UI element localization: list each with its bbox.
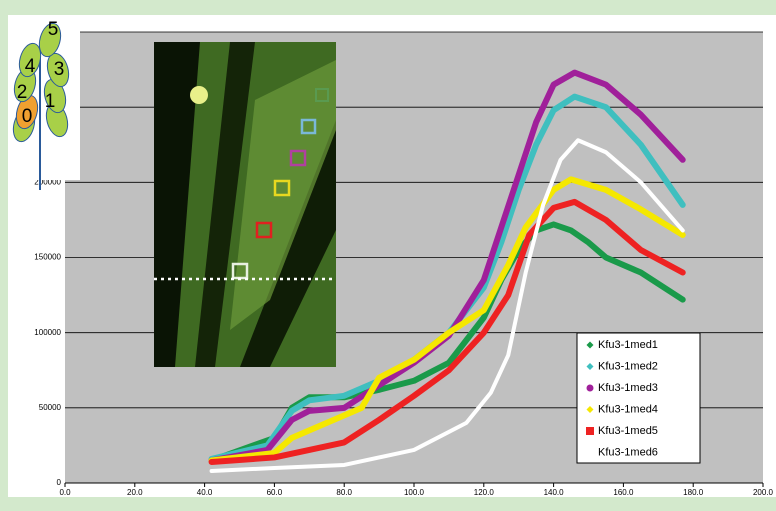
leaf-label: 5 — [48, 19, 59, 40]
roi — [300, 118, 317, 135]
series-line — [208, 176, 686, 464]
legend-label: Kfu3-1med1 — [598, 339, 658, 351]
y-tick-label: 50000 — [39, 403, 62, 412]
legend-marker — [586, 427, 594, 435]
legend-label: Kfu3-1med4 — [598, 403, 658, 415]
legend-marker — [586, 341, 594, 349]
micrograph — [154, 42, 336, 367]
photo-dark — [154, 42, 200, 367]
roi — [273, 179, 291, 197]
x-tick-label: 0.0 — [59, 488, 71, 497]
leaf — [38, 22, 62, 58]
leaf — [18, 42, 42, 78]
y-tick-label: 150000 — [34, 253, 61, 262]
series-line — [208, 93, 686, 462]
x-tick-label: 20.0 — [127, 488, 143, 497]
x-tick-label: 140.0 — [544, 488, 565, 497]
leaf-label: 2 — [17, 82, 28, 103]
photo-dark — [195, 42, 255, 367]
roi — [289, 149, 307, 167]
x-tick-label: 40.0 — [197, 488, 213, 497]
legend: Kfu3-1med1 Kfu3-1med2 Kfu3-1med3 Kfu3-1med4… — [576, 332, 701, 464]
legend-label: Kfu3-1med6 — [598, 446, 658, 458]
x-tick-label: 120.0 — [474, 488, 495, 497]
leaf-label: 4 — [25, 56, 36, 77]
series-line — [209, 138, 685, 473]
leaf-icon: 0 1 2 3 4 5 — [8, 15, 80, 190]
y-tick-label: 200000 — [34, 177, 61, 186]
x-tick-label: 200.0 — [753, 488, 774, 497]
legend-label: Kfu3-1med5 — [598, 425, 658, 437]
leaf-label: 0 — [22, 106, 33, 127]
legend-marker — [586, 363, 594, 370]
x-tick-label: 60.0 — [267, 488, 283, 497]
x-tick-label: 180.0 — [683, 488, 704, 497]
roi — [315, 88, 329, 102]
legend-marker — [586, 384, 594, 392]
x-tick-label: 160.0 — [613, 488, 634, 497]
leaf — [43, 78, 67, 114]
leaf-label: 3 — [54, 59, 65, 80]
legend-label: Kfu3-1med2 — [598, 360, 658, 372]
series-line — [208, 69, 686, 464]
y-tick-label: 100000 — [34, 328, 61, 337]
leaf-label: 1 — [45, 91, 56, 112]
x-tick-label: 80.0 — [336, 488, 352, 497]
series-line — [208, 198, 686, 465]
legend-marker — [586, 406, 594, 413]
y-tick-label: 0 — [57, 478, 62, 487]
legend-label: Kfu3-1med3 — [598, 382, 658, 394]
photo-spot — [190, 86, 208, 104]
roi — [255, 221, 273, 239]
legend-box — [576, 332, 701, 464]
x-tick-label: 100.0 — [404, 488, 425, 497]
